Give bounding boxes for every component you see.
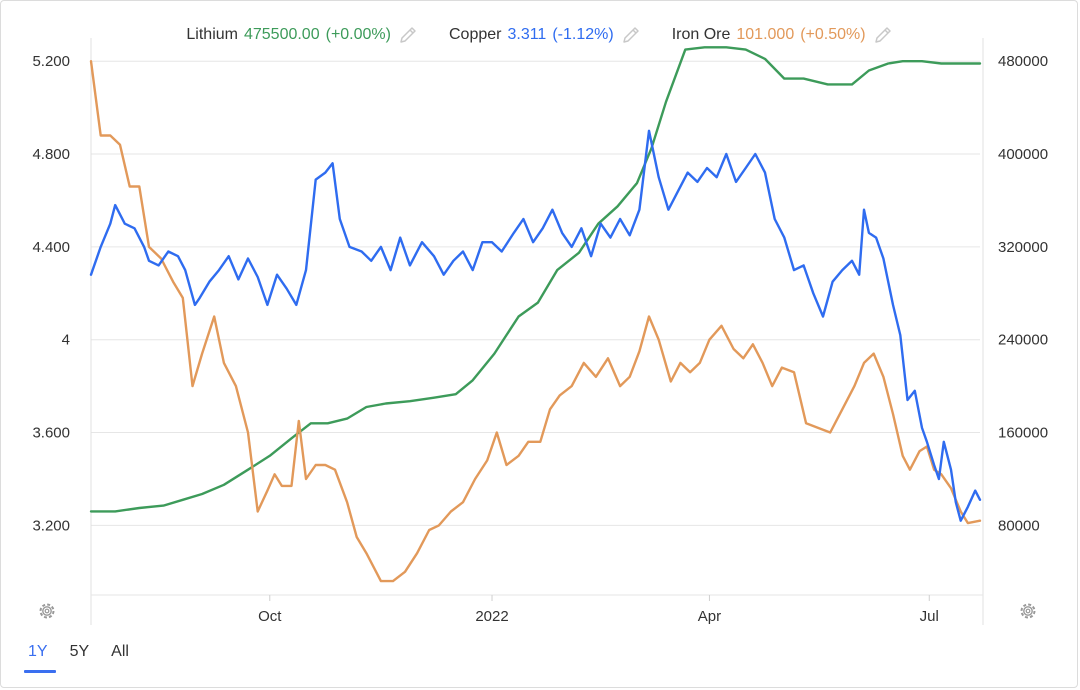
gear-icon[interactable] — [37, 601, 57, 621]
legend-change: (-1.12%) — [552, 26, 614, 43]
legend-item-lithium[interactable]: Lithium 475500.00 (+0.00%) — [186, 24, 419, 46]
legend-name: Copper — [448, 26, 502, 43]
legend-value: 475500.00 — [243, 26, 320, 43]
pencil-icon[interactable] — [872, 24, 894, 46]
legend-value: 101.000 — [736, 26, 795, 43]
y-right-tick-label: 160000 — [998, 425, 1048, 442]
y-right-tick-label: 320000 — [998, 239, 1048, 256]
y-right-tick-label: 480000 — [998, 53, 1048, 70]
y-left-tick-label: 5.200 — [32, 53, 70, 70]
legend-name: Lithium — [186, 26, 238, 43]
legend: Lithium 475500.00 (+0.00%) Copper 3.311 … — [0, 24, 1080, 46]
legend-name: Iron Ore — [671, 26, 731, 43]
legend-item-copper[interactable]: Copper 3.311 (-1.12%) — [449, 24, 642, 46]
x-tick-label: Apr — [698, 608, 721, 625]
gear-icon[interactable] — [1018, 601, 1038, 621]
y-right-tick-label: 80000 — [998, 517, 1040, 534]
y-left-tick-label: 4.400 — [32, 239, 70, 256]
range-all-button[interactable]: All — [111, 643, 129, 660]
y-left-tick-label: 3.200 — [32, 517, 70, 534]
x-tick-label: Oct — [258, 608, 282, 625]
y-left-tick-label: 3.600 — [32, 425, 70, 442]
legend-item-iron-ore[interactable]: Iron Ore 101.000 (+0.50%) — [672, 24, 894, 46]
range-selector: 1Y 5Y All — [24, 640, 133, 673]
range-1y-button[interactable]: 1Y — [24, 640, 56, 673]
y-right-tick-label: 240000 — [998, 332, 1048, 349]
pencil-icon[interactable] — [620, 24, 642, 46]
legend-change: (+0.00%) — [325, 26, 391, 43]
y-right-tick-label: 400000 — [998, 146, 1048, 163]
x-tick-label: 2022 — [475, 608, 508, 625]
legend-change: (+0.50%) — [800, 26, 866, 43]
series-line-copper — [89, 129, 982, 522]
series-line-iron-ore — [89, 60, 982, 583]
y-left-tick-label: 4.800 — [32, 146, 70, 163]
range-5y-button[interactable]: 5Y — [69, 643, 90, 660]
y-left-tick-label: 4 — [62, 332, 70, 349]
legend-value: 3.311 — [507, 26, 547, 43]
x-tick-label: Jul — [920, 608, 939, 625]
pencil-icon[interactable] — [397, 24, 419, 46]
